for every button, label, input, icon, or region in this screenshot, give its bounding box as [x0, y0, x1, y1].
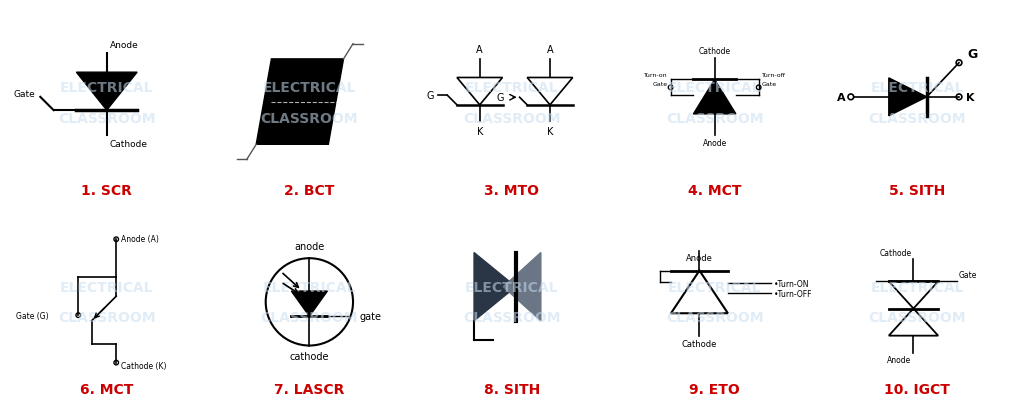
Text: CLASSROOM: CLASSROOM — [666, 310, 763, 324]
Text: CLASSROOM: CLASSROOM — [868, 310, 966, 324]
Text: CLASSROOM: CLASSROOM — [868, 112, 966, 126]
Text: Cathode: Cathode — [880, 248, 911, 257]
Text: 3. MTO: 3. MTO — [484, 183, 540, 197]
Text: Gate: Gate — [13, 89, 36, 98]
Circle shape — [114, 361, 119, 365]
Text: •Turn-OFF: •Turn-OFF — [773, 289, 812, 298]
Text: Gate (G): Gate (G) — [15, 311, 48, 320]
Text: ELECTRICAL: ELECTRICAL — [465, 280, 559, 294]
Text: K: K — [547, 127, 553, 137]
Text: CLASSROOM: CLASSROOM — [261, 310, 358, 324]
Text: Cathode: Cathode — [698, 47, 731, 56]
Text: Anode: Anode — [110, 41, 138, 50]
Text: Anode: Anode — [686, 254, 713, 262]
Text: 7. LASCR: 7. LASCR — [274, 382, 344, 396]
Circle shape — [114, 237, 119, 242]
Text: 10. IGCT: 10. IGCT — [885, 382, 950, 396]
Text: A: A — [476, 45, 483, 55]
Polygon shape — [693, 80, 736, 115]
Text: Cathode: Cathode — [110, 139, 147, 148]
Text: CLASSROOM: CLASSROOM — [58, 112, 156, 126]
Text: K: K — [476, 127, 483, 137]
Text: Anode (A): Anode (A) — [121, 234, 159, 243]
Text: Gate: Gate — [762, 82, 776, 87]
Circle shape — [848, 95, 854, 100]
Text: Gate: Gate — [652, 82, 668, 87]
Polygon shape — [292, 291, 328, 316]
Polygon shape — [256, 60, 343, 145]
Text: K: K — [967, 93, 975, 102]
Text: Gate: Gate — [959, 270, 977, 279]
Text: CLASSROOM: CLASSROOM — [58, 310, 156, 324]
Text: ELECTRICAL: ELECTRICAL — [668, 280, 762, 294]
Text: Anode: Anode — [702, 138, 727, 147]
Polygon shape — [889, 78, 927, 116]
Circle shape — [669, 86, 673, 90]
Text: G: G — [427, 91, 434, 101]
Polygon shape — [77, 73, 137, 111]
Text: CLASSROOM: CLASSROOM — [463, 112, 561, 126]
Text: ELECTRICAL: ELECTRICAL — [465, 81, 559, 95]
Text: Anode: Anode — [888, 356, 911, 365]
Text: CLASSROOM: CLASSROOM — [261, 112, 358, 126]
Text: A: A — [547, 45, 553, 55]
Text: ELECTRICAL: ELECTRICAL — [668, 81, 762, 95]
Text: ELECTRICAL: ELECTRICAL — [60, 280, 154, 294]
Text: CLASSROOM: CLASSROOM — [463, 310, 561, 324]
Text: ELECTRICAL: ELECTRICAL — [262, 280, 356, 294]
Text: G: G — [968, 47, 978, 61]
Text: CLASSROOM: CLASSROOM — [666, 112, 763, 126]
Text: Cathode: Cathode — [682, 339, 717, 348]
Text: 2. BCT: 2. BCT — [285, 183, 335, 197]
Text: Cathode (K): Cathode (K) — [121, 361, 167, 370]
Text: •Turn-ON: •Turn-ON — [773, 279, 809, 288]
Text: Turn-on: Turn-on — [644, 73, 668, 78]
Circle shape — [757, 86, 761, 90]
Text: 1. SCR: 1. SCR — [81, 183, 132, 197]
Polygon shape — [474, 253, 516, 321]
Text: gate: gate — [359, 311, 382, 321]
Text: ELECTRICAL: ELECTRICAL — [870, 81, 964, 95]
Circle shape — [76, 313, 81, 318]
Text: ELECTRICAL: ELECTRICAL — [262, 81, 356, 95]
Text: anode: anode — [294, 241, 325, 251]
Text: ELECTRICAL: ELECTRICAL — [870, 280, 964, 294]
Text: 4. MCT: 4. MCT — [688, 183, 741, 197]
Text: 5. SITH: 5. SITH — [889, 183, 945, 197]
Text: ELECTRICAL: ELECTRICAL — [60, 81, 154, 95]
Circle shape — [956, 61, 962, 66]
Text: Turn-off: Turn-off — [762, 73, 785, 78]
Text: cathode: cathode — [290, 351, 329, 361]
Polygon shape — [503, 253, 541, 321]
Text: A: A — [837, 93, 846, 102]
Text: 6. MCT: 6. MCT — [80, 382, 133, 396]
Circle shape — [956, 95, 962, 100]
Text: 9. ETO: 9. ETO — [689, 382, 740, 396]
Text: 8. SITH: 8. SITH — [484, 382, 540, 396]
Text: G: G — [497, 93, 505, 103]
